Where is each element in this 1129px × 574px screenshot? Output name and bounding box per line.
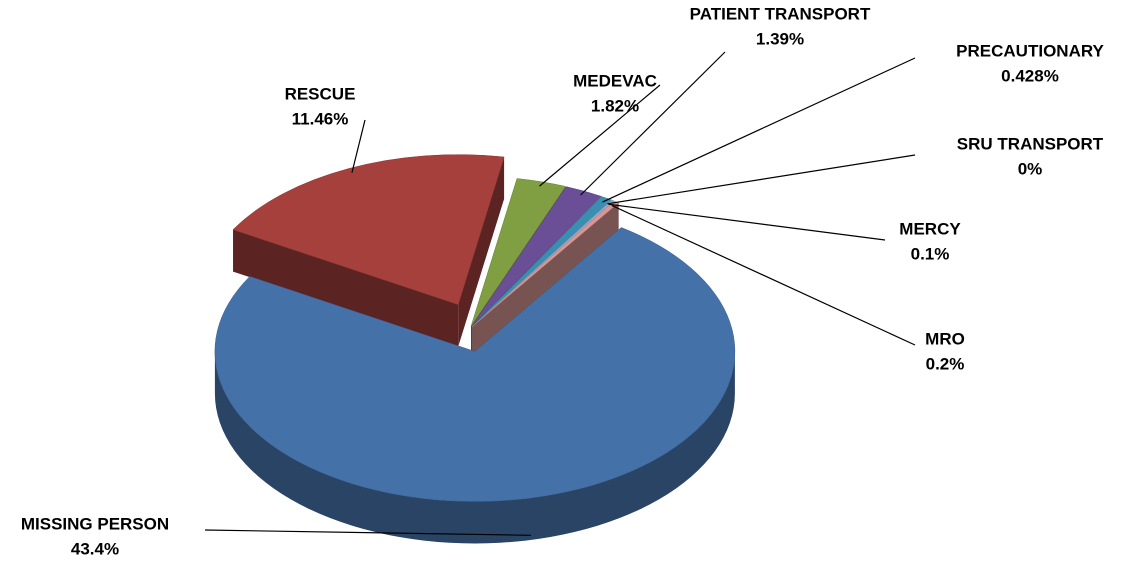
leader-line	[351, 119, 366, 173]
category-label: RESCUE	[285, 84, 356, 103]
value-label: 11.46%	[292, 109, 349, 128]
leader-line	[602, 57, 916, 203]
value-label: 1.82%	[591, 96, 639, 115]
slice	[232, 154, 505, 305]
category-label: PRECAUTIONARY	[956, 41, 1104, 60]
category-label: PATIENT TRANSPORT	[690, 4, 871, 23]
leader-line	[608, 203, 886, 241]
category-label: MISSING PERSON	[21, 514, 169, 533]
slice-wall	[458, 156, 505, 347]
leader-line	[607, 154, 916, 205]
slice-wall	[233, 229, 459, 347]
category-label: MEDEVAC	[573, 71, 657, 90]
leader-line	[539, 84, 661, 187]
category-label: MRO	[925, 329, 965, 348]
slice	[214, 227, 736, 502]
value-label: 1.39%	[756, 29, 804, 48]
category-label: SRU TRANSPORT	[957, 134, 1104, 153]
value-label: 0.428%	[1001, 66, 1059, 85]
slice-side	[214, 351, 735, 544]
value-label: 0.1%	[911, 244, 950, 263]
tops	[214, 154, 736, 502]
value-label: 43.4%	[71, 539, 119, 558]
slice	[470, 178, 566, 327]
leader-line	[204, 529, 532, 536]
sides	[214, 351, 735, 544]
category-label: MERCY	[899, 219, 961, 238]
value-label: 0.2%	[926, 354, 965, 373]
leader-line	[611, 205, 916, 346]
value-label: 0%	[1018, 159, 1043, 178]
leader-line	[580, 51, 726, 196]
